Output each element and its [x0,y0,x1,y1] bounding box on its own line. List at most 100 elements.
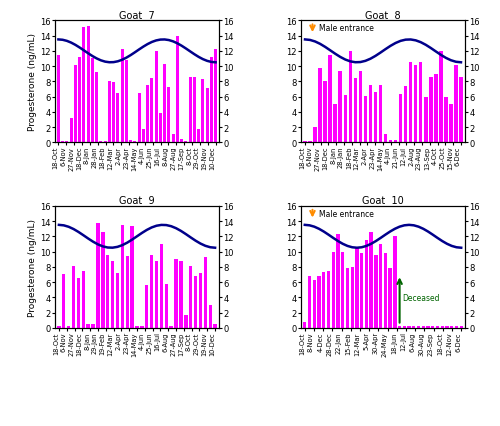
Bar [318,276,320,328]
Bar [57,326,60,328]
Bar [130,226,134,328]
Bar [96,223,100,328]
Bar [393,237,396,328]
Bar [389,141,392,143]
Bar [111,261,114,328]
Bar [146,86,149,143]
Bar [174,259,178,328]
Bar [312,280,316,328]
Bar [327,271,330,328]
Bar [303,322,306,328]
Bar [101,233,104,328]
Bar [336,234,340,328]
Bar [426,326,430,328]
Bar [92,324,95,328]
Bar [431,326,434,328]
Bar [82,271,85,328]
Bar [350,267,354,328]
Bar [388,269,392,328]
Bar [384,135,388,143]
Bar [444,98,448,143]
Bar [197,130,200,143]
Bar [126,256,129,328]
Bar [348,52,352,143]
Bar [72,266,76,328]
Bar [168,88,170,143]
Bar [308,276,311,328]
Bar [57,55,60,143]
Bar [378,86,382,143]
Bar [459,78,462,143]
Title: Goat  9: Goat 9 [119,196,155,205]
Bar [422,326,425,328]
Bar [138,94,140,143]
Bar [341,252,344,328]
Bar [172,135,174,143]
Bar [74,66,77,143]
Bar [417,326,420,328]
Bar [322,273,326,328]
Bar [129,141,132,143]
Bar [66,141,68,143]
Bar [404,87,407,143]
Bar [429,78,432,143]
Bar [358,72,362,143]
Bar [204,257,207,328]
Bar [202,80,204,143]
Bar [82,28,86,143]
Title: Goat  8: Goat 8 [365,11,401,20]
Bar [159,113,162,143]
Bar [318,69,322,143]
Bar [344,96,347,143]
Bar [112,83,115,143]
Bar [100,141,102,143]
Bar [346,269,349,328]
Bar [125,61,128,143]
Bar [449,105,452,143]
Bar [399,94,402,143]
Bar [104,141,106,143]
Bar [314,128,317,143]
Bar [86,27,90,143]
Bar [163,65,166,143]
Bar [374,93,377,143]
Bar [78,58,81,143]
Bar [86,324,90,328]
Bar [140,326,143,328]
Bar [440,326,444,328]
Bar [379,245,382,328]
Bar [455,326,458,328]
Bar [150,256,154,328]
Bar [328,56,332,143]
Y-axis label: Progesterone (ng/mL): Progesterone (ng/mL) [28,33,38,131]
Bar [116,94,119,143]
Text: Deceased: Deceased [402,293,440,302]
Bar [108,81,111,143]
Bar [409,63,412,143]
Bar [424,98,428,143]
Bar [136,326,138,328]
Bar [374,256,378,328]
Bar [384,253,387,328]
Bar [356,248,358,328]
Bar [142,130,145,143]
Bar [454,66,458,143]
Bar [402,326,406,328]
Bar [334,105,337,143]
Bar [365,241,368,328]
Bar [176,37,179,143]
Bar [180,139,183,143]
Bar [419,62,422,143]
Bar [120,225,124,328]
Bar [412,326,416,328]
Bar [106,256,110,328]
Bar [450,326,454,328]
Bar [62,274,66,328]
Bar [188,78,192,143]
Bar [61,141,64,143]
Bar [164,285,168,328]
Bar [460,326,463,328]
Bar [210,58,213,143]
Bar [398,326,401,328]
Bar [439,52,442,143]
